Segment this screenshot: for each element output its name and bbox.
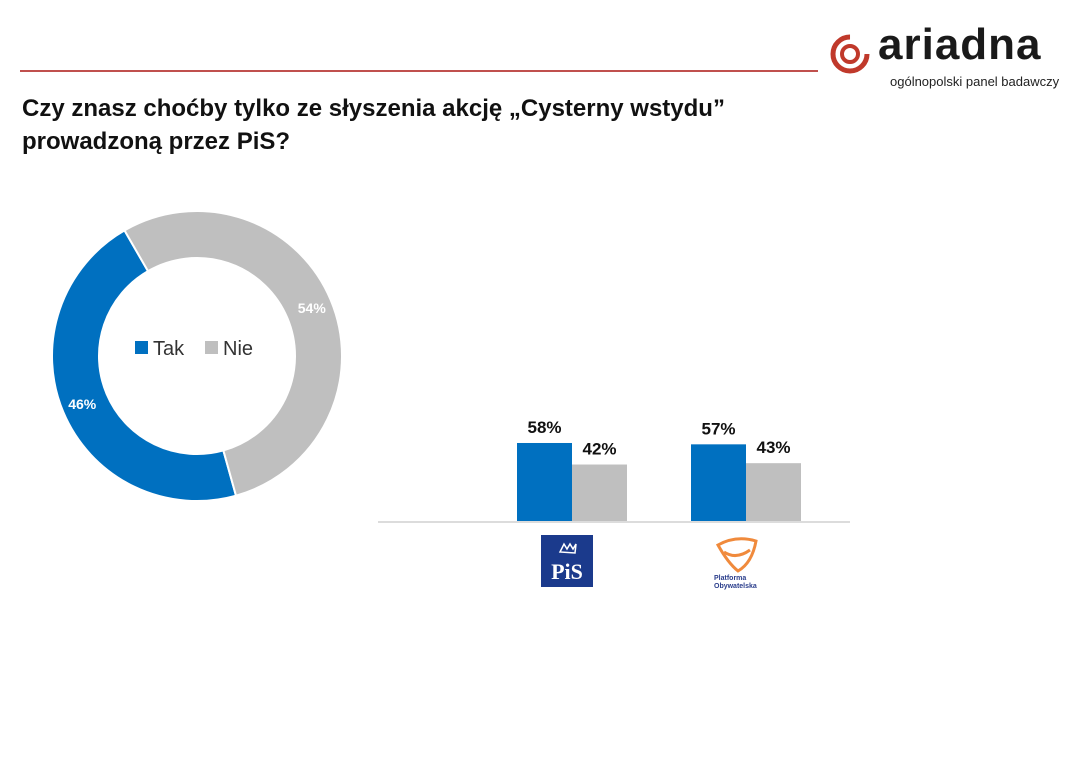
donut-data-label: 46% <box>68 396 97 412</box>
po-logo-smile <box>723 548 751 557</box>
bar-nie <box>746 463 801 521</box>
po-logo-text: Obywatelska <box>714 583 757 590</box>
bar-tak <box>517 442 572 521</box>
header-divider <box>20 70 818 72</box>
legend-label: Tak <box>153 338 185 360</box>
logo-wordmark: ariadna <box>878 20 1042 69</box>
bar-data-label: 57% <box>701 419 735 438</box>
po-logo-text: Platforma <box>714 575 746 582</box>
pis-crown-icon <box>558 542 577 554</box>
legend-label: Nie <box>223 338 253 360</box>
pis-logo-text: PiS <box>551 559 583 584</box>
bar-tak <box>691 444 746 521</box>
page-title: Czy znasz choćby tylko ze słyszenia akcj… <box>22 95 725 155</box>
po-logo-icon <box>715 537 758 573</box>
donut-data-label: 54% <box>298 300 327 316</box>
bar-nie <box>572 464 627 521</box>
bar-data-label: 42% <box>582 440 616 459</box>
logo-tagline: ogólnopolski panel badawczy <box>890 74 1060 89</box>
bar-data-label: 43% <box>756 438 790 457</box>
ariadna-logo: ariadna ogólnopolski panel badawczy <box>828 20 1073 92</box>
bar-data-label: 58% <box>527 418 561 437</box>
legend-swatch-nie <box>205 341 218 354</box>
pis-logo-background <box>541 535 593 587</box>
ariadna-spiral-icon <box>830 34 870 74</box>
donut-slice-tak <box>51 229 238 502</box>
donut-slice-nie <box>123 210 343 497</box>
legend-swatch-tak <box>135 341 148 354</box>
